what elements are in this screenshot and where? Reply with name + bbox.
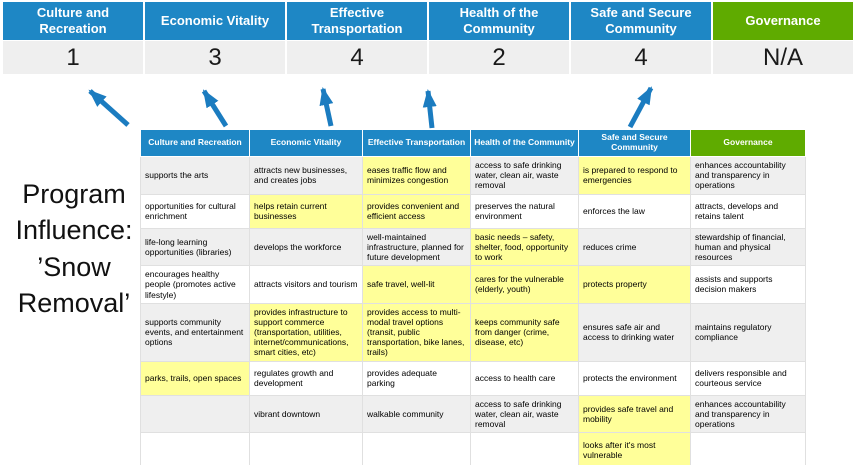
matrix-cell-2-1: develops the workforce xyxy=(249,227,363,267)
program-influence-title: Program Influence: ’Snow Removal’ xyxy=(15,179,133,319)
matrix-col-header-3: Health of the Community xyxy=(470,129,579,157)
matrix-cell-5-5: delivers responsible and courteous servi… xyxy=(690,360,806,396)
matrix-cell-1-5: attracts, develops and retains talent xyxy=(690,193,806,229)
up-arrow-health xyxy=(422,89,437,129)
matrix-col-header-2: Effective Transportation xyxy=(362,129,471,157)
matrix-cell-2-2: well-maintained infrastructure, planned … xyxy=(362,227,471,267)
matrix-cell-0-4: is prepared to respond to emergencies xyxy=(578,156,691,195)
summary-score-1: 3 xyxy=(145,41,285,74)
matrix-cell-7-1 xyxy=(249,432,363,465)
up-arrow-transportation xyxy=(319,87,334,127)
matrix-cell-4-1: provides infrastructure to support comme… xyxy=(249,302,363,362)
matrix-col-header-0: Culture and Recreation xyxy=(140,129,250,157)
matrix-cell-6-1: vibrant downtown xyxy=(249,394,363,434)
up-arrow-economic xyxy=(201,89,229,128)
matrix-cell-2-5: stewardship of financial, human and phys… xyxy=(690,227,806,267)
up-arrow-safe xyxy=(627,86,654,129)
matrix-cell-0-2: eases traffic flow and minimizes congest… xyxy=(362,156,471,195)
matrix-cell-4-0: supports community events, and entertain… xyxy=(140,302,250,362)
matrix-cell-2-4: reduces crime xyxy=(578,227,691,267)
matrix-row-2: life-long learning opportunities (librar… xyxy=(140,227,806,267)
matrix-header-row: Culture and Recreation Economic Vitality E… xyxy=(140,129,806,157)
summary-score-3: 2 xyxy=(429,41,569,74)
matrix-cell-4-3: keeps community safe from danger (crime,… xyxy=(470,302,579,362)
matrix-cell-1-3: preserves the natural environment xyxy=(470,193,579,229)
matrix-row-1: opportunities for cultural enrichment hel… xyxy=(140,193,806,229)
matrix-cell-0-3: access to safe drinking water, clean air… xyxy=(470,156,579,195)
summary-table: Culture and Recreation Economic Vitality E… xyxy=(3,2,853,74)
matrix-cell-4-2: provides access to multi-modal travel op… xyxy=(362,302,471,362)
matrix-cell-7-5 xyxy=(690,432,806,465)
matrix-cell-1-1: helps retain current businesses xyxy=(249,193,363,229)
matrix-cell-5-2: provides adequate parking xyxy=(362,360,471,396)
up-arrows xyxy=(88,86,654,129)
influence-matrix: Culture and Recreation Economic Vitality E… xyxy=(140,129,806,465)
summary-header-1: Economic Vitality xyxy=(145,2,285,40)
matrix-cell-6-4: provides safe travel and mobility xyxy=(578,394,691,434)
matrix-cell-2-0: life-long learning opportunities (librar… xyxy=(140,227,250,267)
matrix-cell-2-3: basic needs – safety, shelter, food, opp… xyxy=(470,227,579,267)
matrix-cell-5-1: regulates growth and development xyxy=(249,360,363,396)
matrix-cell-7-0 xyxy=(140,432,250,465)
matrix-cell-3-0: encourages healthy people (promotes acti… xyxy=(140,265,250,304)
summary-header-5: Governance xyxy=(713,2,853,40)
matrix-cell-1-0: opportunities for cultural enrichment xyxy=(140,193,250,229)
matrix-cell-6-3: access to safe drinking water, clean air… xyxy=(470,394,579,434)
summary-score-2: 4 xyxy=(287,41,427,74)
matrix-body: supports the arts attracts new businesses… xyxy=(140,156,806,465)
matrix-cell-5-0: parks, trails, open spaces xyxy=(140,360,250,396)
matrix-cell-3-1: attracts visitors and tourism xyxy=(249,265,363,304)
matrix-row-0: supports the arts attracts new businesses… xyxy=(140,156,806,195)
summary-header-3: Health of the Community xyxy=(429,2,569,40)
summary-score-0: 1 xyxy=(3,41,143,74)
summary-score-5: N/A xyxy=(713,41,853,74)
summary-header-0: Culture and Recreation xyxy=(3,2,143,40)
matrix-cell-1-4: enforces the law xyxy=(578,193,691,229)
matrix-cell-0-1: attracts new businesses, and creates job… xyxy=(249,156,363,195)
matrix-cell-6-5: enhances accountability and transparency… xyxy=(690,394,806,434)
matrix-cell-5-4: protects the environment xyxy=(578,360,691,396)
arrows-layer xyxy=(0,78,859,134)
matrix-row-4: supports community events, and entertain… xyxy=(140,302,806,362)
matrix-row-5: parks, trails, open spaces regulates grow… xyxy=(140,360,806,396)
matrix-row-6: vibrant downtown walkable community access… xyxy=(140,394,806,434)
matrix-cell-7-3 xyxy=(470,432,579,465)
matrix-col-header-4: Safe and Secure Community xyxy=(578,129,691,157)
matrix-row-3: encourages healthy people (promotes acti… xyxy=(140,265,806,304)
matrix-cell-0-0: supports the arts xyxy=(140,156,250,195)
matrix-cell-5-3: access to health care xyxy=(470,360,579,396)
matrix-cell-7-4: looks after it's most vulnerable xyxy=(578,432,691,465)
matrix-cell-0-5: enhances accountability and transparency… xyxy=(690,156,806,195)
summary-header-2: Effective Transportation xyxy=(287,2,427,40)
up-arrow-culture xyxy=(88,89,130,127)
matrix-cell-3-5: assists and supports decision makers xyxy=(690,265,806,304)
matrix-cell-7-2 xyxy=(362,432,471,465)
matrix-cell-4-5: maintains regulatory compliance xyxy=(690,302,806,362)
matrix-cell-4-4: ensures safe air and access to drinking … xyxy=(578,302,691,362)
matrix-cell-3-2: safe travel, well-lit xyxy=(362,265,471,304)
matrix-cell-3-4: protects property xyxy=(578,265,691,304)
summary-header-4: Safe and Secure Community xyxy=(571,2,711,40)
matrix-cell-6-2: walkable community xyxy=(362,394,471,434)
matrix-col-header-5: Governance xyxy=(690,129,806,157)
matrix-row-7: looks after it's most vulnerable xyxy=(140,432,806,465)
matrix-col-header-1: Economic Vitality xyxy=(249,129,363,157)
matrix-cell-1-2: provides convenient and efficient access xyxy=(362,193,471,229)
matrix-cell-3-3: cares for the vulnerable (elderly, youth… xyxy=(470,265,579,304)
summary-score-4: 4 xyxy=(571,41,711,74)
matrix-cell-6-0 xyxy=(140,394,250,434)
